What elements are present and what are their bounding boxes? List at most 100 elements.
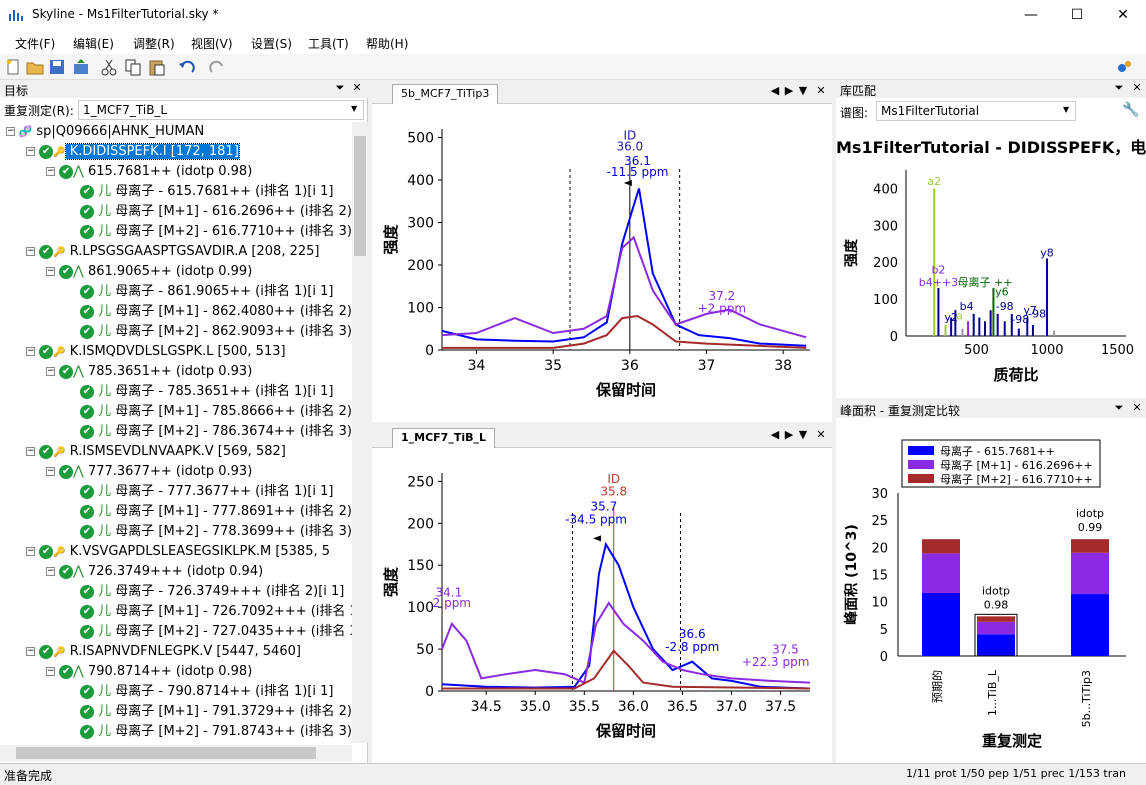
collapse-icon[interactable]: − xyxy=(26,346,35,356)
tree-row-precursor[interactable]: − ✔ ⋀ 615.7681++ (idotp 0.98) xyxy=(46,162,252,182)
pin-icon[interactable]: ⏷ xyxy=(1114,401,1124,414)
new-file-icon[interactable] xyxy=(4,58,22,76)
tree-row-transition[interactable]: ✔ 儿 母离子 [M+2] - 786.3674++ (i排名 3)[i xyxy=(80,422,361,442)
close-panel-icon[interactable]: ✕ xyxy=(1132,81,1142,94)
tree-row-transition[interactable]: ✔ 儿 母离子 [M+2] - 791.8743++ (i排名 3)[i xyxy=(80,722,361,742)
tree-row-precursor[interactable]: − ✔ ⋀ 861.9065++ (idotp 0.99) xyxy=(46,262,252,282)
tree-row-precursor[interactable]: − ✔ ⋀ 785.3651++ (idotp 0.93) xyxy=(46,362,252,382)
menu-settings[interactable]: 设置(S) xyxy=(251,37,292,51)
tree-row-peptide[interactable]: − ✔ 🔑 R.ISAPNVDFNLEGPK.V [5447, 5460] xyxy=(26,642,301,662)
tree-row-transition[interactable]: ✔ 儿 母离子 - 726.3749+++ (i排名 2)[i 1] xyxy=(80,582,344,602)
copy-icon[interactable] xyxy=(124,58,142,76)
tab-chrom-top[interactable]: 5b_MCF7_TiTip3 xyxy=(392,84,499,104)
chrom-menu-icon[interactable]: ▼ xyxy=(798,428,808,441)
tree-row-transition[interactable]: ✔ 儿 母离子 - 790.8714++ (i排名 1)[i 1] xyxy=(80,682,334,702)
spectrum-select[interactable]: Ms1FilterTutorial ▼ xyxy=(876,101,1076,121)
close-panel-icon[interactable]: ✕ xyxy=(1132,401,1142,414)
save-icon[interactable] xyxy=(48,58,66,76)
tree-row-peptide[interactable]: − ✔ 🔑 K.DIDISSPEFK.I [172, 181] xyxy=(26,142,240,162)
next-chrom-icon[interactable]: ▶ xyxy=(784,84,794,97)
tree-vscroll-thumb[interactable] xyxy=(354,136,366,256)
tree-row-transition[interactable]: ✔ 儿 母离子 [M+1] - 777.8691++ (i排名 2)[i xyxy=(80,502,361,522)
tree-row-precursor[interactable]: − ✔ ⋀ 726.3749+++ (idotp 0.94) xyxy=(46,562,263,582)
tree-row-transition[interactable]: ✔ 儿 母离子 - 861.9065++ (i排名 1)[i 1] xyxy=(80,282,334,302)
tree-row-transition[interactable]: ✔ 儿 母离子 - 777.3677++ (i排名 1)[i 1] xyxy=(80,482,334,502)
chevron-down-icon[interactable]: ▼ xyxy=(1063,105,1070,114)
publish-icon[interactable] xyxy=(72,58,90,76)
tree-row-transition[interactable]: ✔ 儿 母离子 [M+2] - 862.9093++ (i排名 3)[i xyxy=(80,322,361,342)
chevron-down-icon[interactable]: ▼ xyxy=(351,104,358,113)
menu-refine[interactable]: 调整(R) xyxy=(133,37,175,51)
open-folder-icon[interactable] xyxy=(26,58,44,76)
tree-row-transition[interactable]: ✔ 儿 母离子 [M+1] - 616.2696++ (i排名 2)[i xyxy=(80,202,361,222)
tree-row-peptide[interactable]: − ✔ 🔑 R.LPSGSGAASPTGSAVDIR.A [208, 225] xyxy=(26,242,319,262)
check-icon: ✔ xyxy=(39,444,54,459)
tab-chrom-bottom[interactable]: 1_MCF7_TiB_L xyxy=(392,428,496,448)
tree-row-transition[interactable]: ✔ 儿 母离子 [M+2] - 616.7710++ (i排名 3)[i xyxy=(80,222,361,242)
tree-row-transition[interactable]: ✔ 儿 母离子 - 615.7681++ (i排名 1)[i 1] xyxy=(80,182,334,202)
integration-icon[interactable] xyxy=(1116,58,1134,76)
tree-row-precursor[interactable]: − ✔ ⋀ 790.8714++ (idotp 0.98) xyxy=(46,662,252,682)
series-precursor-m2 xyxy=(442,649,811,690)
chrom-bottom-plot[interactable]: 0 50 100 150 200 250 34.5 35.0 35.5 36.0 36.5 37.0 3… xyxy=(372,448,832,763)
collapse-icon[interactable]: − xyxy=(46,566,55,576)
collapse-icon[interactable]: − xyxy=(46,466,55,476)
tree-row-transition[interactable]: ✔ 儿 母离子 [M+1] - 726.7092+++ (i排名 1) xyxy=(80,602,363,622)
tree-row-transition[interactable]: ✔ 儿 母离子 [M+2] - 778.3699++ (i排名 3)[i xyxy=(80,522,361,542)
tree-row-transition[interactable]: ✔ 儿 母离子 [M+1] - 862.4080++ (i排名 2)[i xyxy=(80,302,361,322)
chrom-top-plot[interactable]: 0 100 200 300 400 500 34 35 36 37 38 保留时间 强度 ID36.036… xyxy=(372,104,832,422)
maximize-button[interactable]: ☐ xyxy=(1070,7,1084,23)
collapse-icon[interactable]: − xyxy=(26,246,35,256)
cut-icon[interactable] xyxy=(100,58,118,76)
paste-icon[interactable] xyxy=(148,58,166,76)
wrench-icon[interactable]: 🔧 xyxy=(1122,102,1140,118)
collapse-icon[interactable]: − xyxy=(46,366,55,376)
menu-bar: 文件(F) 编辑(E) 调整(R) 视图(V) 设置(S) 工具(T) 帮助(H… xyxy=(0,30,1146,54)
minimize-button[interactable]: — xyxy=(1024,7,1038,23)
tree-row-peptide[interactable]: − ✔ 🔑 K.VSVGAPDLSLEASEGSIKLPK.M [5385, 5 xyxy=(26,542,330,562)
replicate-select[interactable]: 1_MCF7_TiB_L ▼ xyxy=(78,100,364,120)
menu-view[interactable]: 视图(V) xyxy=(191,37,233,51)
collapse-icon[interactable]: − xyxy=(26,546,35,556)
close-button[interactable]: ✕ xyxy=(1117,7,1129,23)
redo-icon[interactable] xyxy=(208,58,226,76)
collapse-icon[interactable]: − xyxy=(26,146,35,156)
tree-row-transition[interactable]: ✔ 儿 母离子 [M+2] - 727.0435+++ (i排名 3) xyxy=(80,622,363,642)
menu-edit[interactable]: 编辑(E) xyxy=(73,37,114,51)
collapse-icon[interactable]: − xyxy=(46,666,55,676)
tree-row-transition[interactable]: ✔ 儿 母离子 [M+1] - 785.8666++ (i排名 2)[i xyxy=(80,402,361,422)
tree-hscrollbar[interactable] xyxy=(0,745,352,761)
chrom-menu-icon[interactable]: ▼ xyxy=(798,84,808,97)
undo-icon[interactable] xyxy=(178,58,196,76)
pin-icon[interactable]: ⏷ xyxy=(335,81,345,94)
tree-row-protein[interactable]: − 🧬 sp|Q09666|AHNK_HUMAN xyxy=(6,122,204,142)
label-peak-ppm: -11.5 ppm xyxy=(607,165,669,179)
collapse-icon[interactable]: − xyxy=(6,126,15,136)
prev-chrom-icon[interactable]: ◀ xyxy=(770,84,780,97)
next-chrom-icon[interactable]: ▶ xyxy=(784,428,794,441)
tree-row-transition[interactable]: ✔ 儿 母离子 [M+1] - 791.3729++ (i排名 2)[i xyxy=(80,702,361,722)
close-panel-icon[interactable]: ✕ xyxy=(352,81,362,94)
tree-vscrollbar[interactable] xyxy=(352,122,368,743)
collapse-icon[interactable]: − xyxy=(26,646,35,656)
tree-row-peptide[interactable]: − ✔ 🔑 K.ISMQDVDLSLGSPK.L [500, 513] xyxy=(26,342,286,362)
pin-icon[interactable]: ⏷ xyxy=(1114,81,1124,94)
peak-area-chart[interactable]: 母离子 - 615.7681++母离子 [M+1] - 616.2696++母离… xyxy=(836,418,1146,763)
menu-file[interactable]: 文件(F) xyxy=(15,37,56,51)
collapse-icon[interactable]: − xyxy=(46,266,55,276)
close-chrom-bottom-icon[interactable]: ✕ xyxy=(816,428,826,441)
menu-help[interactable]: 帮助(H) xyxy=(366,37,409,51)
tree-row-peptide[interactable]: − ✔ 🔑 R.ISMSEVDLNVAAPK.V [569, 582] xyxy=(26,442,286,462)
tree-label: 母离子 [M+1] - 791.3729++ (i排名 2)[i xyxy=(115,704,361,719)
y-tick-label: 100 xyxy=(407,301,434,317)
tree-hscroll-thumb[interactable] xyxy=(16,747,316,759)
label-id: ID xyxy=(623,129,636,143)
close-chrom-top-icon[interactable]: ✕ xyxy=(816,84,826,97)
prev-chrom-icon[interactable]: ◀ xyxy=(770,428,780,441)
collapse-icon[interactable]: − xyxy=(46,166,55,176)
menu-tools[interactable]: 工具(T) xyxy=(308,37,349,51)
collapse-icon[interactable]: − xyxy=(26,446,35,456)
tree-row-transition[interactable]: ✔ 儿 母离子 - 785.3651++ (i排名 1)[i 1] xyxy=(80,382,334,402)
tree-row-precursor[interactable]: − ✔ ⋀ 777.3677++ (idotp 0.93) xyxy=(46,462,252,482)
